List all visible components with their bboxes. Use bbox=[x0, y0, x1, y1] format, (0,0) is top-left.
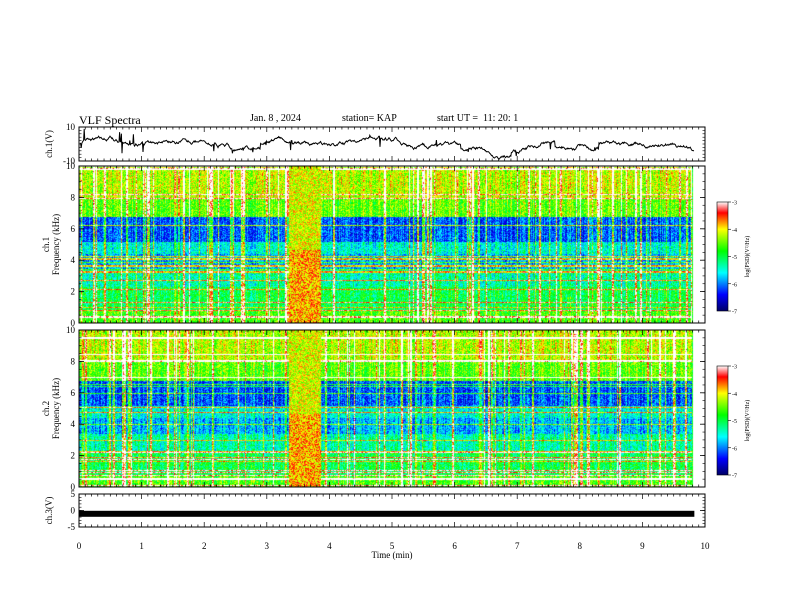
ch1-y-axis-label: ch.1(V) bbox=[44, 130, 54, 158]
colorbar-tick-label-ch1-spectrogram: -3 bbox=[732, 201, 737, 207]
x-tick-label: 2 bbox=[202, 541, 207, 551]
colorbar-tick-label-ch2-spectrogram: -6 bbox=[732, 446, 737, 452]
y-tick-label-ch1-spectrogram: 6 bbox=[71, 224, 76, 234]
colorbar-tick-label-ch1-spectrogram: -7 bbox=[732, 310, 737, 316]
ch2-spectrogram-canvas bbox=[79, 330, 705, 487]
ch1-spectrogram-image bbox=[79, 166, 705, 323]
ch2-spectrogram-image bbox=[79, 330, 705, 487]
start-time-label: start UT = 11: 20: 1 bbox=[437, 113, 519, 124]
y-tick-label-ch2-spectrogram: 6 bbox=[71, 388, 76, 398]
colorbar-label-ch2-spectrogram: log(PSD)(V²/Hz) bbox=[744, 400, 751, 441]
ch1-waveform-line bbox=[79, 128, 695, 160]
ch2-spectrogram-channel-label: ch.2 bbox=[41, 401, 51, 416]
x-tick-label: 10 bbox=[701, 541, 711, 551]
colorbar-ch2-spectrogram bbox=[716, 365, 729, 476]
y-tick-label-ch2-spectrogram: 4 bbox=[71, 419, 76, 429]
y-tick-label-ch2-spectrogram: 10 bbox=[66, 325, 76, 335]
x-tick-label: 9 bbox=[640, 541, 645, 551]
colorbar-tick-label-ch2-spectrogram: -7 bbox=[732, 474, 737, 480]
x-tick-label: 0 bbox=[77, 541, 82, 551]
colorbar-label-ch1-spectrogram: log(PSD)(V²/Hz) bbox=[744, 236, 751, 277]
x-tick-label: 3 bbox=[265, 541, 270, 551]
ch3-signal-bar bbox=[79, 510, 695, 517]
y-tick-label-ch1-spectrogram: 10 bbox=[66, 161, 76, 171]
date-label: Jan. 8 , 2024 bbox=[250, 113, 301, 124]
ch1-spectrogram-channel-label: ch.1 bbox=[41, 237, 51, 252]
x-tick-label: 7 bbox=[515, 541, 520, 551]
y-tick-label-ch1-spectrogram: 4 bbox=[71, 255, 76, 265]
y-tick-label-ch1-spectrogram: 2 bbox=[71, 287, 76, 297]
x-tick-label: 5 bbox=[390, 541, 395, 551]
x-axis-label: Time (min) bbox=[372, 550, 413, 560]
y-tick-label-ch1-spectrogram: 8 bbox=[71, 192, 76, 202]
colorbar-tick-label-ch1-spectrogram: -4 bbox=[732, 228, 737, 234]
y-tick-label-ch3-waveform: 5 bbox=[71, 489, 76, 499]
colorbar-tick-label-ch2-spectrogram: -5 bbox=[732, 419, 737, 425]
ch3-y-axis-label: ch.3(V) bbox=[44, 497, 54, 525]
station-label: station= KAP bbox=[342, 113, 397, 124]
y-tick-label-ch2-spectrogram: 0 bbox=[71, 482, 76, 492]
x-tick-label: 4 bbox=[327, 541, 332, 551]
chart-title: VLF Spectra bbox=[79, 113, 141, 127]
y-tick-label-ch3-waveform: 0 bbox=[71, 506, 76, 516]
colorbar-tick-label-ch2-spectrogram: -3 bbox=[732, 365, 737, 371]
y-tick-label-ch1-waveform: -10 bbox=[63, 156, 75, 166]
colorbar-tick-label-ch2-spectrogram: -4 bbox=[732, 392, 737, 398]
ch1-spectrogram-freq-label: Frequency (kHz) bbox=[51, 214, 61, 275]
y-tick-label-ch2-spectrogram: 8 bbox=[71, 356, 76, 366]
y-tick-label-ch2-spectrogram: 2 bbox=[71, 451, 76, 461]
panel-frame-1 bbox=[78, 126, 706, 162]
ch1-spectrogram-canvas bbox=[79, 166, 705, 323]
colorbar-tick-label-ch1-spectrogram: -6 bbox=[732, 282, 737, 288]
y-tick-label-ch1-waveform: 10 bbox=[66, 122, 76, 132]
x-tick-label: 6 bbox=[452, 541, 457, 551]
colorbar-tick-label-ch1-spectrogram: -5 bbox=[732, 255, 737, 261]
colorbar-ch1-spectrogram bbox=[716, 201, 729, 312]
y-tick-label-ch3-waveform: -5 bbox=[68, 522, 76, 532]
x-tick-label: 1 bbox=[139, 541, 144, 551]
x-tick-label: 8 bbox=[578, 541, 583, 551]
y-tick-label-ch1-spectrogram: 0 bbox=[71, 318, 76, 328]
ch2-spectrogram-freq-label: Frequency (kHz) bbox=[51, 378, 61, 439]
